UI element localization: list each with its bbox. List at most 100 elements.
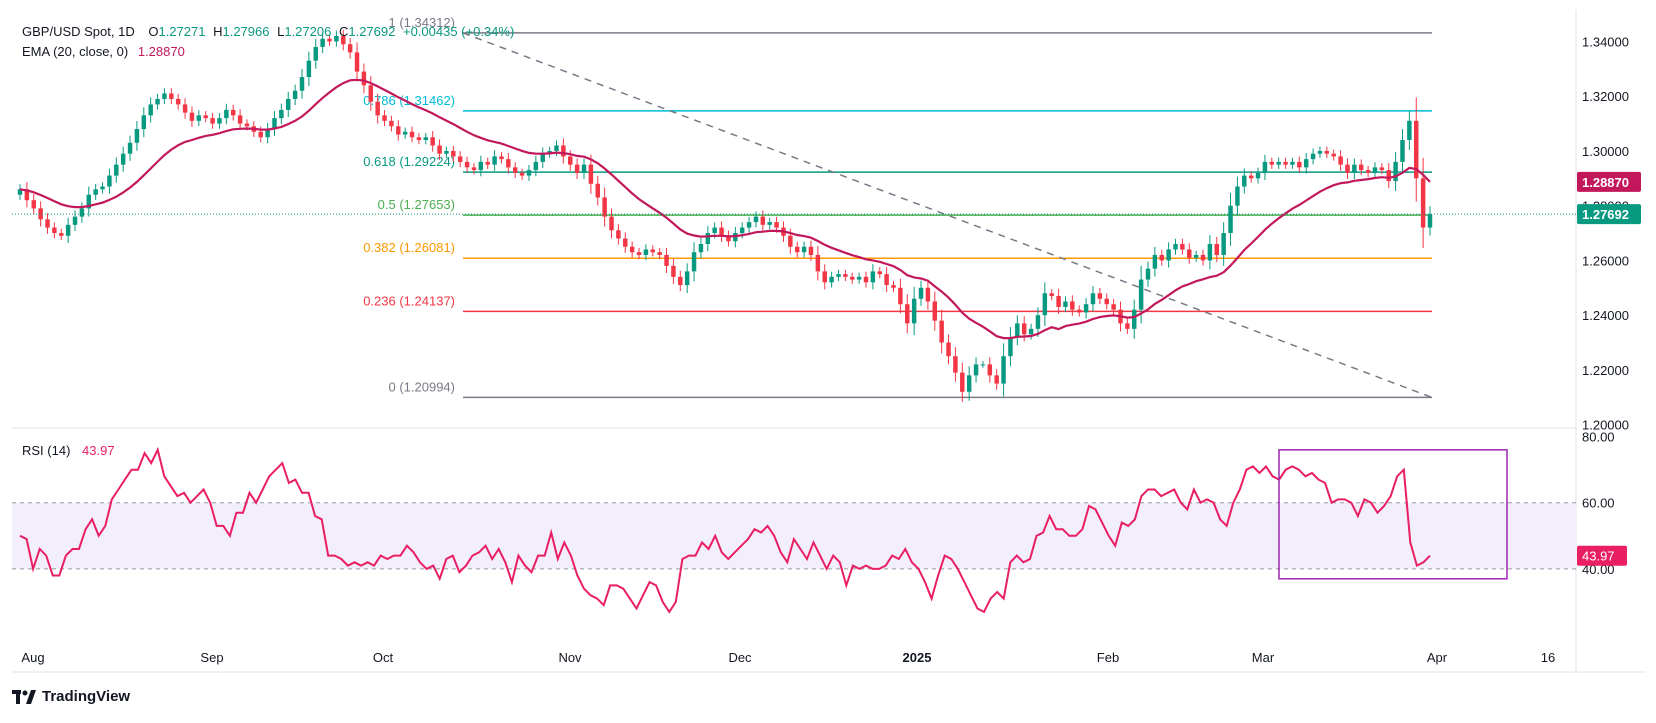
- candle[interactable]: [416, 133, 422, 145]
- candle[interactable]: [292, 84, 298, 106]
- candle[interactable]: [898, 278, 903, 314]
- candle[interactable]: [1015, 315, 1020, 346]
- candle[interactable]: [334, 30, 339, 47]
- candle[interactable]: [939, 309, 944, 354]
- candle[interactable]: [581, 158, 587, 179]
- candle[interactable]: [726, 230, 731, 247]
- candle[interactable]: [911, 286, 917, 336]
- candle[interactable]: [850, 272, 855, 284]
- candle[interactable]: [1262, 154, 1268, 180]
- candle[interactable]: [540, 147, 545, 169]
- candle[interactable]: [52, 222, 57, 239]
- candle[interactable]: [973, 357, 979, 383]
- rsi-last-tag[interactable]: 43.97: [1577, 545, 1627, 566]
- candle[interactable]: [286, 91, 291, 118]
- time-axis[interactable]: Aug Sep Oct Nov Dec 2025 Feb Mar Apr 16: [21, 650, 1555, 665]
- candle[interactable]: [1063, 296, 1068, 313]
- candle[interactable]: [38, 201, 43, 227]
- candle[interactable]: [512, 162, 518, 179]
- price-axis[interactable]: 1.340001.320001.300001.280001.260001.240…: [1577, 34, 1641, 433]
- candle[interactable]: [1221, 222, 1226, 266]
- candle[interactable]: [1310, 148, 1316, 165]
- candle[interactable]: [1049, 289, 1054, 301]
- candle[interactable]: [1083, 298, 1089, 319]
- candle[interactable]: [230, 104, 236, 121]
- candle[interactable]: [616, 224, 621, 245]
- candle[interactable]: [382, 110, 387, 127]
- candle[interactable]: [155, 93, 160, 110]
- candle[interactable]: [1393, 151, 1398, 192]
- candle[interactable]: [1358, 159, 1364, 176]
- candle[interactable]: [980, 361, 986, 368]
- candle[interactable]: [526, 164, 532, 181]
- candle[interactable]: [684, 263, 690, 294]
- candle[interactable]: [1056, 288, 1061, 315]
- candle[interactable]: [217, 112, 222, 129]
- candle[interactable]: [1297, 156, 1302, 173]
- candle[interactable]: [1379, 163, 1385, 175]
- candle[interactable]: [237, 109, 243, 130]
- candle[interactable]: [1317, 146, 1323, 158]
- candle[interactable]: [691, 242, 697, 282]
- candle[interactable]: [905, 294, 910, 334]
- candle[interactable]: [430, 131, 435, 152]
- candle[interactable]: [1200, 249, 1206, 266]
- candle[interactable]: [224, 103, 229, 125]
- candle[interactable]: [877, 267, 882, 279]
- candle[interactable]: [100, 182, 105, 194]
- candle[interactable]: [1132, 299, 1137, 339]
- candle[interactable]: [437, 139, 442, 160]
- candle[interactable]: [45, 213, 50, 234]
- candle[interactable]: [671, 258, 676, 284]
- candle[interactable]: [822, 264, 827, 290]
- candle[interactable]: [354, 42, 360, 82]
- candle[interactable]: [402, 127, 408, 139]
- candle[interactable]: [492, 150, 497, 171]
- candle[interactable]: [306, 51, 312, 87]
- candle[interactable]: [966, 366, 972, 401]
- candle[interactable]: [843, 269, 848, 282]
- candle[interactable]: [746, 216, 752, 233]
- candle[interactable]: [808, 240, 814, 262]
- candle[interactable]: [698, 237, 704, 259]
- candle[interactable]: [705, 225, 711, 252]
- candle[interactable]: [960, 362, 965, 402]
- candle[interactable]: [1090, 286, 1096, 312]
- ema-legend[interactable]: EMA (20, close, 0) 1.28870: [22, 44, 185, 59]
- candle[interactable]: [162, 88, 167, 105]
- candle[interactable]: [829, 271, 834, 288]
- candle[interactable]: [1352, 158, 1357, 179]
- candle[interactable]: [1338, 150, 1343, 171]
- candle[interactable]: [341, 29, 346, 51]
- symbol-legend[interactable]: GBP/USD Spot, 1D O1.27271 H1.27966 L1.27…: [22, 24, 514, 39]
- dashed-trendline[interactable]: [462, 32, 1433, 399]
- candle[interactable]: [93, 184, 98, 200]
- candle[interactable]: [114, 157, 119, 183]
- candle[interactable]: [1324, 146, 1330, 158]
- ema-line[interactable]: [19, 78, 1431, 340]
- candle[interactable]: [1365, 165, 1371, 178]
- candle[interactable]: [657, 247, 662, 260]
- candle[interactable]: [953, 347, 958, 382]
- candle[interactable]: [451, 145, 456, 162]
- candle[interactable]: [602, 187, 607, 227]
- candle[interactable]: [327, 34, 332, 46]
- candle[interactable]: [719, 221, 724, 242]
- candle[interactable]: [1152, 246, 1158, 277]
- candle[interactable]: [86, 186, 92, 217]
- candle[interactable]: [127, 135, 133, 161]
- candle[interactable]: [946, 334, 951, 365]
- candle[interactable]: [1400, 129, 1405, 173]
- candle[interactable]: [1076, 305, 1082, 317]
- candle[interactable]: [423, 133, 429, 145]
- candle[interactable]: [650, 245, 656, 257]
- candle[interactable]: [595, 175, 600, 206]
- candle[interactable]: [664, 247, 669, 274]
- candle[interactable]: [1242, 168, 1247, 194]
- candle[interactable]: [31, 194, 36, 215]
- candle[interactable]: [1331, 149, 1336, 161]
- candle[interactable]: [1345, 158, 1350, 179]
- candle[interactable]: [175, 93, 181, 110]
- candle[interactable]: [203, 111, 208, 123]
- candle[interactable]: [636, 247, 642, 260]
